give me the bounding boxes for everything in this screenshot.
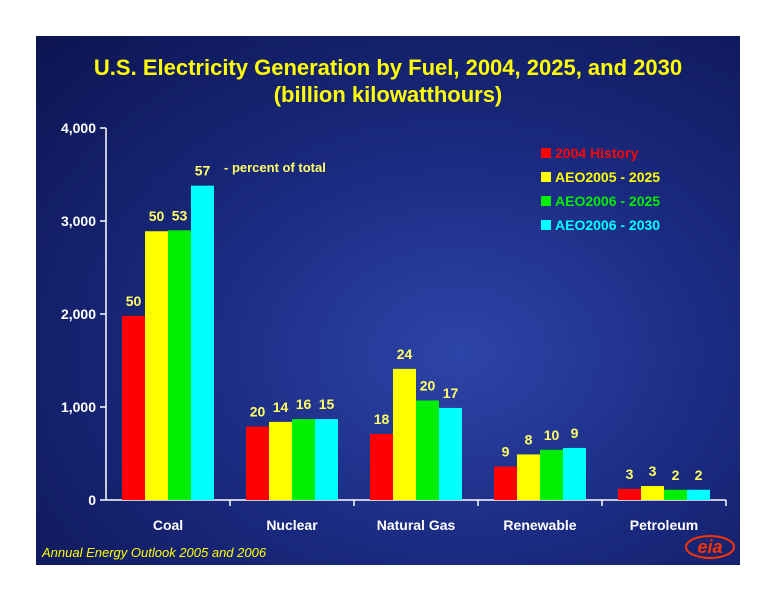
bar-chart: 0 1,000 2,000 3,000 4,000 Coal Nuclear Natural …: [61, 120, 727, 533]
slide: U.S. Electricity Generation by Fuel, 200…: [36, 36, 740, 565]
data-label: 9: [502, 444, 510, 460]
data-label: 50: [149, 208, 165, 224]
legend-entry: AEO2005 - 2025: [555, 169, 660, 185]
legend-swatch: [541, 220, 551, 230]
x-category-label: Natural Gas: [377, 517, 456, 533]
bar: [416, 400, 439, 500]
bar: [494, 466, 517, 500]
bar: [563, 447, 586, 500]
data-label: 57: [195, 163, 211, 179]
data-label: 10: [544, 427, 560, 443]
y-tick-label: 4,000: [61, 120, 96, 136]
x-category-label: Petroleum: [630, 517, 698, 533]
eia-logo: eia: [685, 535, 735, 559]
data-label: 8: [525, 431, 533, 447]
bar: [315, 419, 338, 500]
bar: [664, 489, 687, 500]
data-label: 14: [273, 399, 289, 415]
footnote: Annual Energy Outlook 2005 and 2006: [42, 545, 267, 560]
data-label: 3: [649, 463, 657, 479]
chart-title-block: U.S. Electricity Generation by Fuel, 200…: [36, 54, 740, 108]
data-label: 50: [126, 293, 142, 309]
chart-title: U.S. Electricity Generation by Fuel, 200…: [93, 55, 683, 80]
legend-swatch: [541, 148, 551, 158]
data-label: 2: [695, 467, 703, 483]
legend-swatch: [541, 196, 551, 206]
data-label: 20: [420, 377, 436, 393]
data-label: 2: [672, 467, 680, 483]
bar: [439, 407, 462, 500]
bars: [122, 185, 710, 501]
legend: 2004 History AEO2005 - 2025 AEO2006 - 2025…: [541, 145, 660, 233]
data-label: 17: [443, 385, 459, 401]
data-label: 53: [172, 207, 188, 223]
bar: [687, 489, 710, 500]
bar: [292, 419, 315, 500]
data-label: 18: [374, 411, 390, 427]
bar: [168, 230, 191, 501]
y-tick-label: 0: [88, 492, 96, 508]
y-tick-label: 1,000: [61, 399, 96, 415]
legend-entry: 2004 History: [555, 145, 638, 161]
y-tick-label: 2,000: [61, 306, 96, 322]
y-tick-label: 3,000: [61, 213, 96, 229]
bar: [540, 449, 563, 500]
data-label: 16: [296, 396, 312, 412]
legend-entry: AEO2006 - 2025: [555, 193, 660, 209]
bar: [246, 426, 269, 500]
bar: [191, 185, 214, 500]
legend-entry: AEO2006 - 2030: [555, 217, 660, 233]
data-label: 15: [319, 396, 335, 412]
x-category-label: Nuclear: [266, 517, 318, 533]
data-label: 3: [626, 466, 634, 482]
data-label: 20: [250, 404, 266, 420]
data-label: 9: [571, 425, 579, 441]
legend-swatch: [541, 172, 551, 182]
axes: 0 1,000 2,000 3,000 4,000 Coal Nuclear Natural …: [61, 120, 727, 533]
bar: [641, 486, 664, 500]
bar: [618, 488, 641, 500]
bar: [269, 421, 292, 500]
bar: [122, 315, 145, 500]
bar: [393, 368, 416, 500]
bar: [370, 433, 393, 500]
data-label: 24: [397, 346, 413, 362]
x-category-label: Renewable: [503, 517, 576, 533]
chart-subtitle: (billion kilowatthours): [273, 82, 503, 107]
bar: [517, 454, 540, 500]
x-category-label: Coal: [153, 517, 183, 533]
logo-text: eia: [697, 537, 722, 557]
percent-annotation: - percent of total: [224, 160, 326, 175]
bar: [145, 231, 168, 501]
